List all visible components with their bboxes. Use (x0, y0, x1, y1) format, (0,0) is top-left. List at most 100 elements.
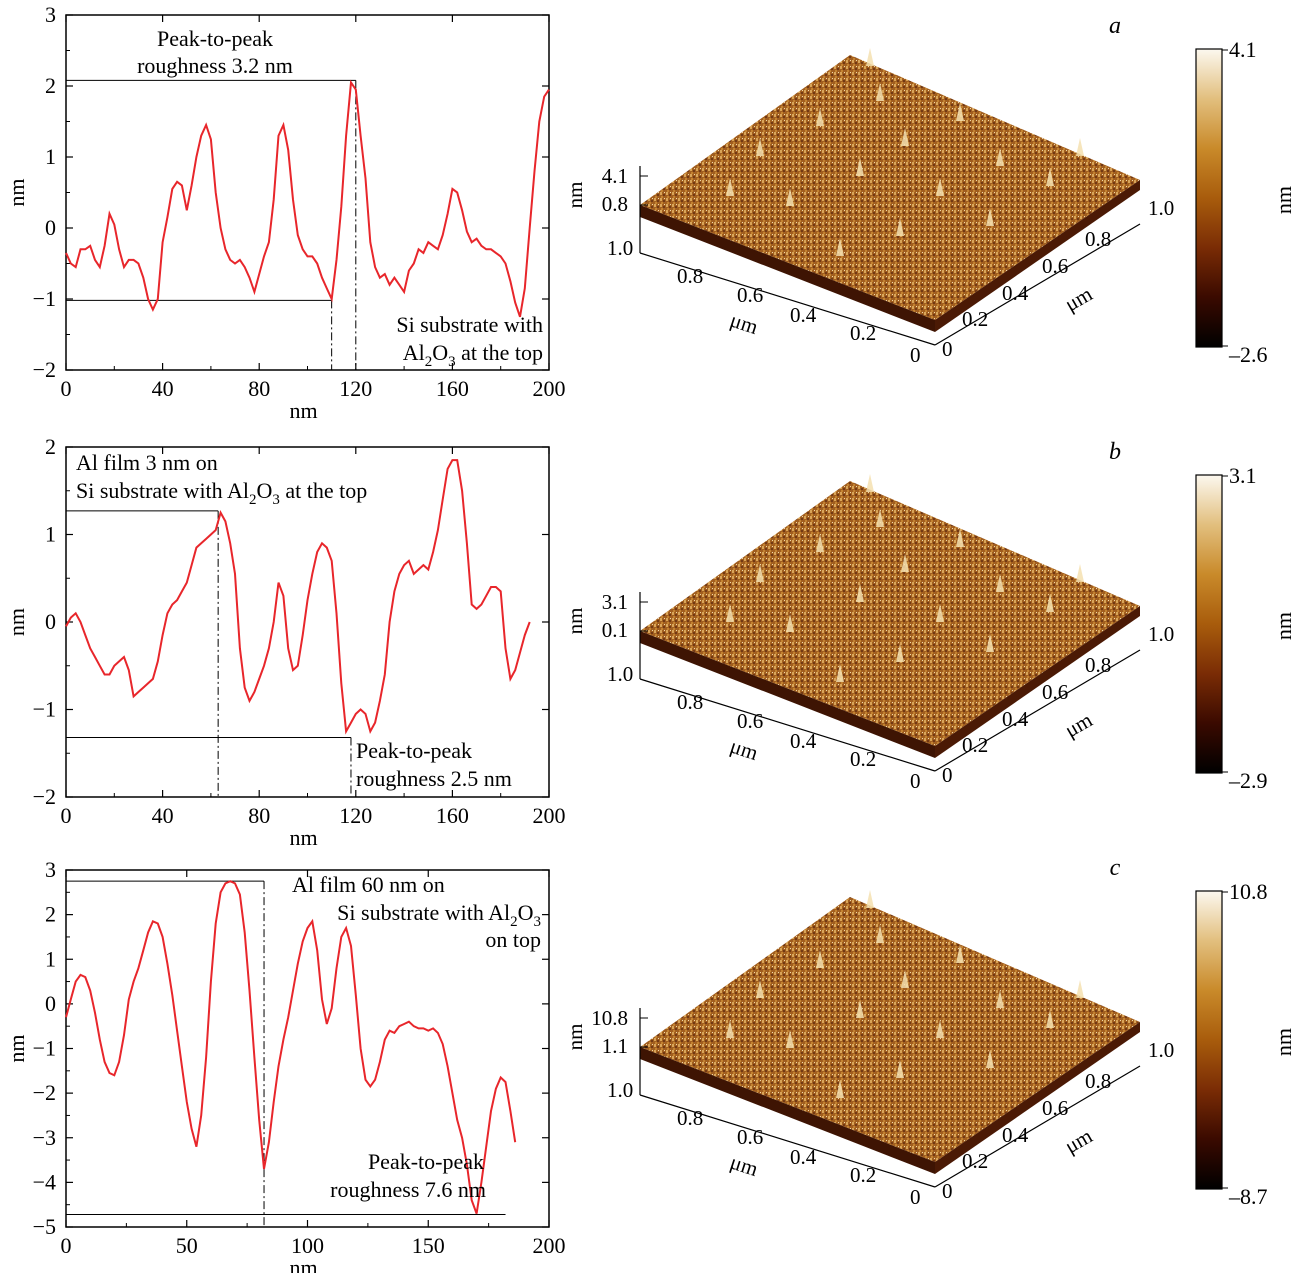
surface-front-right-edge (935, 606, 1140, 758)
surface-peak (866, 48, 874, 66)
colorbar-max-label: 4.1 (1229, 37, 1257, 62)
left-axis-unit-label: μm (727, 734, 761, 765)
surface-peak (816, 950, 824, 968)
y-tick-label: 3 (45, 2, 56, 27)
surface-peak (996, 990, 1004, 1008)
left-axis-tick-label: 0.2 (850, 321, 876, 345)
left-axis-tick-label: 0.8 (677, 690, 703, 714)
annotation-bottom-2: roughness 7.6 nm (330, 1177, 486, 1202)
surface-peak (876, 925, 884, 943)
left-axis-tick-label: 1.0 (607, 662, 633, 686)
surface-peak (986, 1050, 994, 1068)
surface-peak (836, 238, 844, 256)
surface-peak (996, 148, 1004, 166)
right-axis-tick-label: 0.6 (1042, 1096, 1068, 1120)
surface-front-left-edge (640, 205, 935, 332)
z-axis-label: nm (563, 1024, 587, 1051)
surface-peak (726, 604, 734, 622)
left-axis-tick-label: 0.2 (850, 747, 876, 771)
surface-peak (896, 218, 904, 236)
surface-peak (726, 178, 734, 196)
right-axis-unit-label: μm (1061, 282, 1097, 317)
x-axis-label: nm (289, 825, 317, 850)
left-axis-tick-label: 1.0 (607, 1078, 633, 1102)
annotation-top-2: roughness 3.2 nm (137, 53, 293, 78)
y-tick-label: −1 (33, 1036, 56, 1061)
x-tick-label: 200 (533, 376, 566, 401)
annotation-text: at the top (280, 478, 367, 503)
y-tick-label: 1 (45, 522, 56, 547)
x-tick-label: 50 (176, 1233, 198, 1258)
annotation-text: 3 (448, 354, 456, 370)
colorbar-min-label: –2.6 (1228, 342, 1268, 367)
x-tick-label: 0 (61, 1233, 72, 1258)
x-tick-label: 200 (533, 1233, 566, 1258)
x-tick-label: 120 (339, 803, 372, 828)
surface-peak (956, 945, 964, 963)
surface-front-right-edge (935, 180, 1140, 332)
y-tick-label: −1 (33, 697, 56, 722)
y-tick-label: −2 (33, 784, 56, 809)
x-tick-label: 120 (339, 376, 372, 401)
surface-peak (1076, 564, 1084, 582)
colorbar-unit-label: nm (1271, 186, 1296, 214)
annotation-top-1: Al film 3 nm on (76, 450, 218, 475)
y-tick-label: 1 (45, 946, 56, 971)
z-axis-label: nm (563, 608, 587, 635)
z-max-label: 10.8 (591, 1006, 628, 1030)
right-axis-tick-label: 0.4 (1002, 707, 1029, 731)
surface-peak (1046, 594, 1054, 612)
z-mid-label: 0.1 (602, 618, 628, 642)
x-tick-label: 100 (291, 1233, 324, 1258)
right-axis-tick-label: 0 (942, 337, 953, 361)
annotation-text: O (518, 900, 534, 925)
profile-line (65, 459, 531, 735)
surface-peak (876, 509, 884, 527)
annotation-line: Al2O3 at the top (403, 340, 543, 370)
x-tick-label: 80 (248, 376, 270, 401)
surface-peak (866, 474, 874, 492)
annotation-text: O (432, 340, 448, 365)
x-tick-label: 160 (436, 803, 469, 828)
surface-top (640, 55, 1140, 320)
right-axis-tick-label: 0.4 (1002, 1123, 1029, 1147)
left-axis-tick-label: 0.6 (737, 283, 763, 307)
surface-front-left-edge (640, 1047, 935, 1174)
right-axis-tick-label: 0.2 (962, 1149, 988, 1173)
left-axis-tick-label: 0.2 (850, 1163, 876, 1187)
right-axis-tick-label: 0.6 (1042, 680, 1068, 704)
panel-letter: c (1110, 855, 1121, 881)
surface-peak (901, 554, 909, 572)
surface-right-axis (934, 223, 1141, 346)
surface-peak (1076, 138, 1084, 156)
y-tick-label: −5 (33, 1214, 56, 1239)
annotation-bottom-2: roughness 2.5 nm (356, 766, 512, 791)
y-tick-label: −2 (33, 1080, 56, 1105)
y-tick-label: 2 (45, 434, 56, 459)
annotation-text: Si substrate with Al (76, 478, 249, 503)
y-axis-label: nm (4, 1034, 29, 1062)
y-axis-label: nm (4, 178, 29, 206)
surface-peak (901, 128, 909, 146)
right-axis-tick-label: 0.4 (1002, 281, 1029, 305)
panel-a: 0 40 80 120 160 200−2−10123nmnmPeak-to-peakro… (4, 2, 1296, 423)
left-axis-tick-label: 0 (910, 343, 921, 367)
y-tick-label: 0 (45, 991, 56, 1016)
surface-peak (1046, 168, 1054, 186)
right-axis-tick-label: 0 (942, 763, 953, 787)
z-mid-label: 0.8 (602, 192, 628, 216)
colorbar-unit-label: nm (1271, 612, 1296, 640)
surface-peak (936, 1020, 944, 1038)
surface-peak (836, 664, 844, 682)
x-tick-label: 0 (61, 803, 72, 828)
annotation-text: 3 (534, 914, 542, 930)
annotation-text: Al (403, 340, 425, 365)
y-tick-label: −4 (33, 1169, 56, 1194)
x-tick-label: 80 (248, 803, 270, 828)
surface-peak (1076, 980, 1084, 998)
colorbar-unit-label: nm (1271, 1028, 1296, 1056)
colorbar-max-label: 10.8 (1229, 879, 1268, 904)
surface-left-axis (639, 678, 936, 772)
